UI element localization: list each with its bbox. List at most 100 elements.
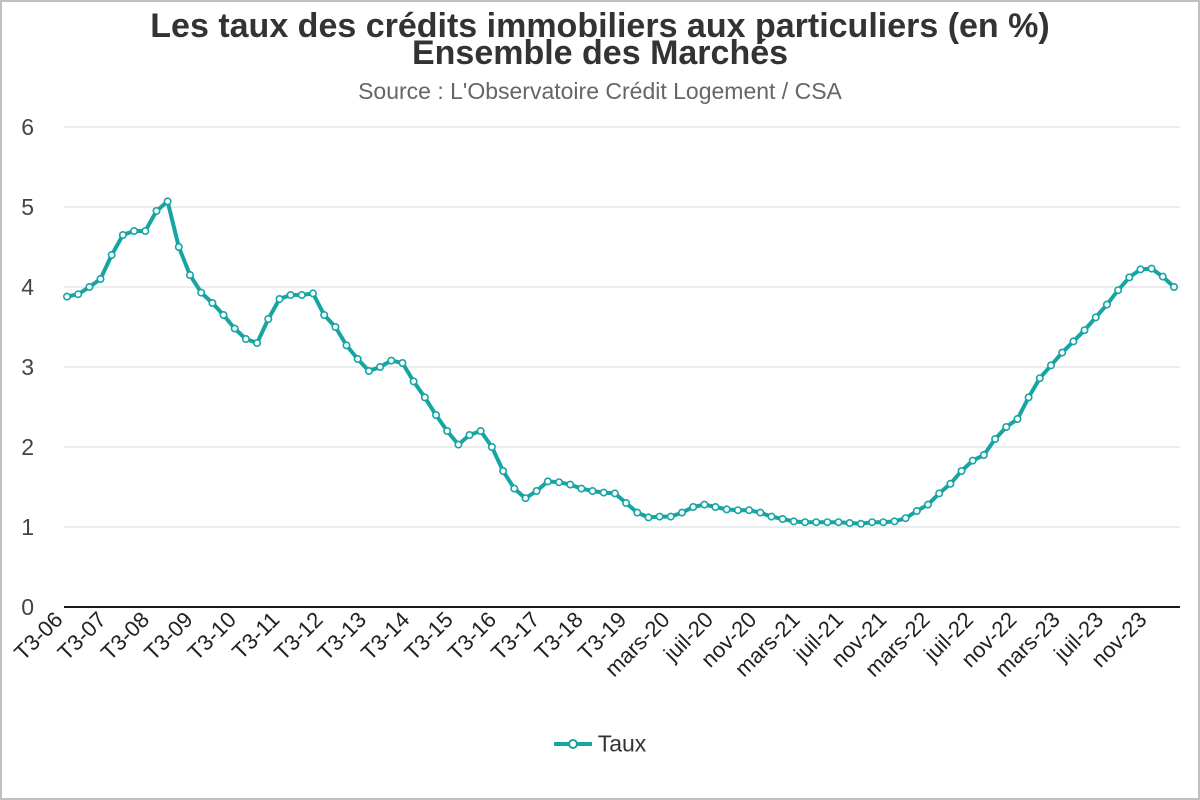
data-point	[532, 486, 541, 495]
data-point	[253, 338, 262, 347]
data-point	[331, 322, 340, 331]
data-point	[610, 489, 619, 498]
data-point	[130, 227, 139, 236]
data-point	[420, 393, 429, 402]
legend-line-marker-icon	[553, 737, 592, 751]
x-tick-label: T3-11	[227, 607, 284, 664]
data-point	[1091, 313, 1100, 322]
data-point	[935, 489, 944, 498]
data-point	[320, 310, 329, 319]
data-point	[677, 508, 686, 517]
data-point	[241, 334, 250, 343]
x-tick-label: T3-08	[96, 607, 154, 665]
data-point	[454, 440, 463, 449]
data-point	[286, 290, 295, 299]
data-point	[733, 506, 742, 515]
data-point	[387, 356, 396, 365]
data-point	[1114, 286, 1123, 295]
chart-title-line2: Ensemble des Marchés	[411, 34, 789, 72]
x-tick-label: T3-18	[530, 607, 588, 665]
data-point	[85, 282, 94, 291]
data-point	[834, 518, 843, 527]
data-point	[588, 486, 597, 495]
data-point	[1013, 414, 1022, 423]
data-point	[543, 477, 552, 486]
data-point	[722, 505, 731, 514]
data-point	[1125, 273, 1134, 282]
data-point	[443, 426, 452, 435]
x-tick-label: T3-15	[399, 607, 457, 665]
data-point	[353, 354, 362, 363]
data-point	[812, 518, 821, 527]
y-tick-label: 4	[21, 274, 34, 300]
x-tick-label: T3-06	[9, 607, 67, 665]
x-tick-label: T3-12	[269, 607, 327, 665]
data-point	[901, 514, 910, 523]
data-point	[879, 518, 888, 527]
chart-source: Source : L'Observatoire Crédit Logement …	[358, 78, 842, 104]
legend-label: Taux	[597, 730, 647, 757]
data-point	[1024, 393, 1033, 402]
data-point	[767, 512, 776, 521]
data-point	[107, 251, 116, 260]
series-line	[65, 199, 1176, 526]
data-point	[554, 478, 563, 487]
data-point	[1102, 300, 1111, 309]
y-tick-label: 1	[21, 514, 34, 540]
data-point	[991, 434, 1000, 443]
data-point	[163, 197, 172, 206]
data-point	[476, 426, 485, 435]
data-point	[208, 298, 217, 307]
y-axis: 0 1 2 3 4 5 6	[21, 114, 34, 620]
data-point	[622, 498, 631, 507]
chart-title: Les taux des crédits immobiliers aux par…	[150, 7, 1050, 45]
data-point	[979, 450, 988, 459]
data-point	[1080, 326, 1089, 335]
y-tick-label: 5	[21, 194, 34, 220]
data-point	[1047, 361, 1056, 370]
data-point	[62, 292, 71, 301]
x-tick-label: T3-09	[139, 607, 197, 665]
data-point	[275, 294, 284, 303]
data-point	[342, 341, 351, 350]
data-point	[1058, 348, 1067, 357]
data-point	[398, 358, 407, 367]
series-taux	[62, 197, 1179, 528]
data-point	[1035, 374, 1044, 383]
data-point	[431, 410, 440, 419]
data-point	[823, 518, 832, 527]
data-point	[230, 324, 239, 333]
data-point	[1147, 264, 1156, 273]
data-point	[566, 480, 575, 489]
data-point	[487, 442, 496, 451]
data-point	[957, 466, 966, 475]
data-point	[74, 290, 83, 299]
data-point	[666, 512, 675, 521]
data-point	[174, 243, 183, 252]
data-point	[364, 366, 373, 375]
data-point	[856, 519, 865, 528]
data-point	[655, 512, 664, 521]
y-tick-label: 2	[21, 434, 34, 460]
data-point	[644, 513, 653, 522]
x-tick-label: T3-07	[53, 607, 111, 665]
data-point	[778, 514, 787, 523]
data-point	[376, 362, 385, 371]
data-point	[219, 310, 228, 319]
data-point	[308, 289, 317, 298]
data-point	[197, 288, 206, 297]
data-point	[789, 517, 798, 526]
x-tick-label: T3-13	[313, 607, 371, 665]
data-point	[968, 456, 977, 465]
x-tick-label: T3-14	[356, 607, 414, 665]
data-point	[186, 270, 195, 279]
data-point	[152, 207, 161, 216]
data-point	[845, 518, 854, 527]
data-point	[633, 508, 642, 517]
data-point	[118, 231, 127, 240]
legend[interactable]: Taux	[0, 729, 1200, 757]
data-point	[141, 227, 150, 236]
y-tick-label: 3	[21, 354, 34, 380]
